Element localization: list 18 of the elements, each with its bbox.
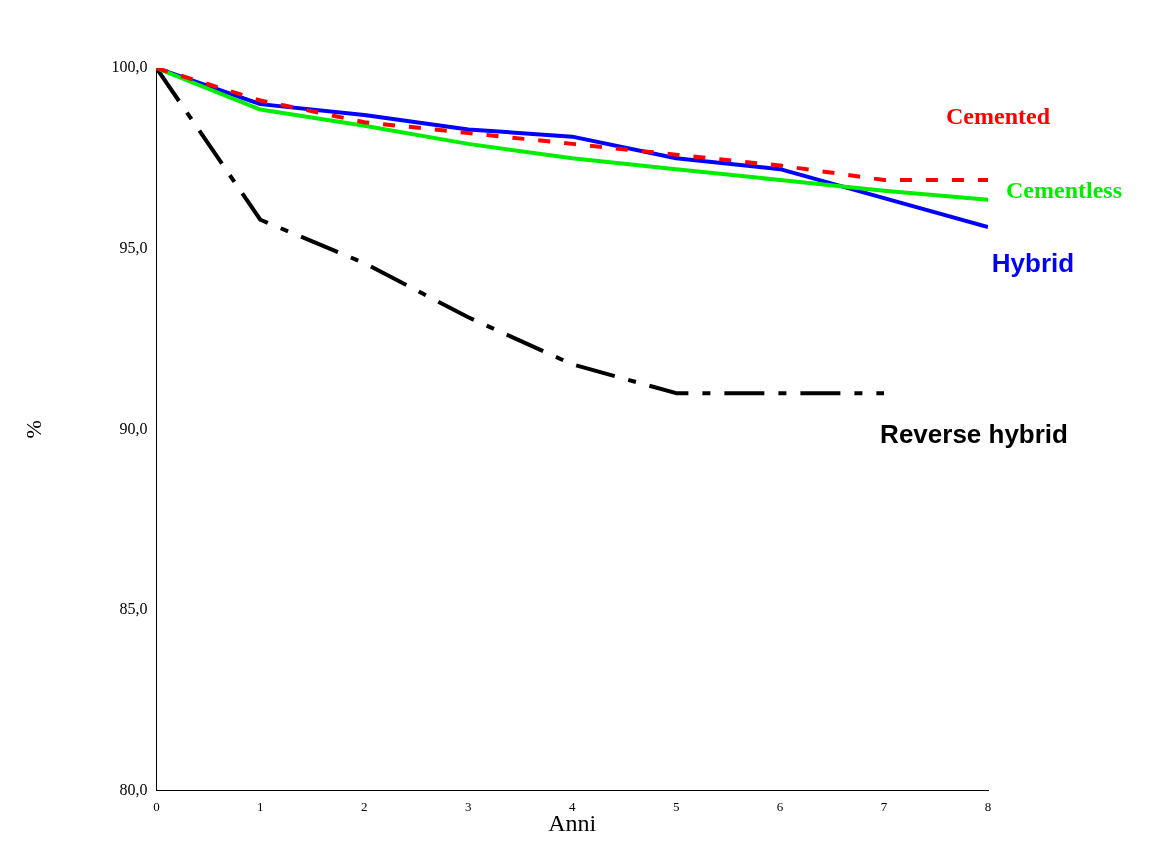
y-tick-label: 80,0 xyxy=(119,780,148,798)
y-tick-label: 95,0 xyxy=(119,238,148,256)
x-tick-label: 8 xyxy=(984,798,992,814)
text: Cemented xyxy=(946,103,1051,130)
x-tick-label: 5 xyxy=(672,798,680,814)
x-tick-label: 7 xyxy=(880,798,888,814)
series-label: Hybrid xyxy=(991,248,1075,279)
y-tick-label: 90,0 xyxy=(119,419,148,437)
x-tick-label: 6 xyxy=(776,798,784,814)
x-tick-label: 2 xyxy=(361,798,368,814)
series-label: Reverse hybrid xyxy=(880,419,1068,450)
x-tick-label: 3 xyxy=(465,798,472,814)
series-label: Cementless xyxy=(1006,177,1122,204)
x-tick-label: 1 xyxy=(257,798,264,814)
x-tick-label: 0 xyxy=(153,798,160,814)
y-axis-title: % xyxy=(20,420,46,439)
y-tick-label: 85,0 xyxy=(119,600,148,618)
y-tick-label: 100,0 xyxy=(111,58,148,76)
